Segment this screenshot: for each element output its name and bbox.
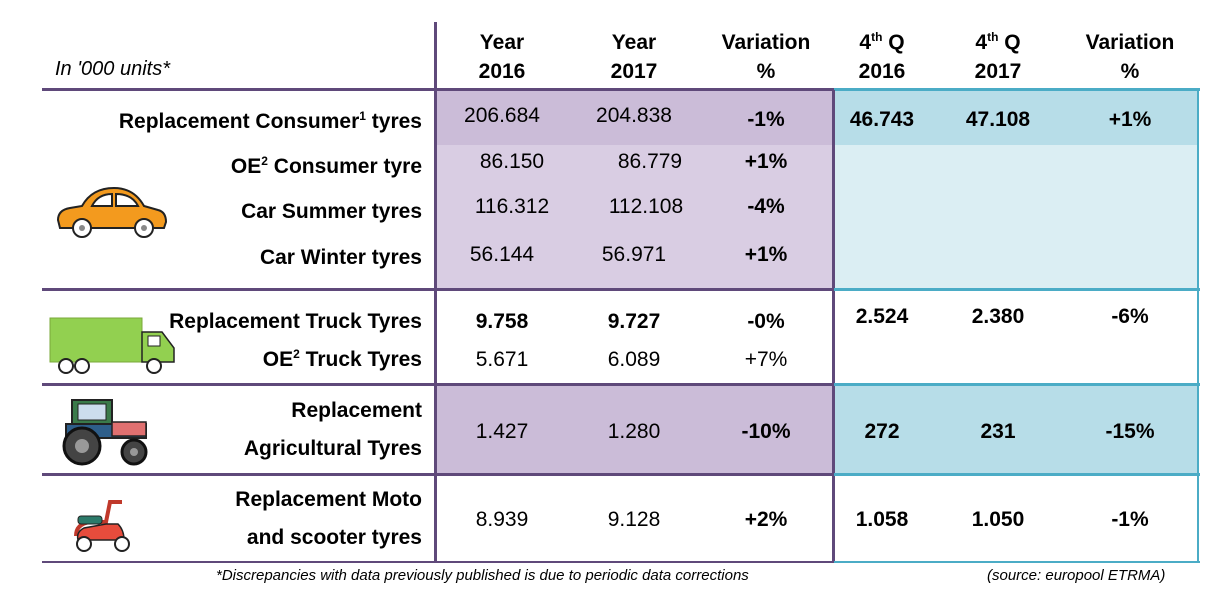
rule-top-q (834, 88, 1200, 91)
agri-bg-quarter (834, 386, 1198, 474)
rule-bottom-q (834, 561, 1200, 563)
cell-repl-truck-var: -0% (747, 310, 785, 333)
consumer-row1-bg-year (436, 90, 834, 145)
cell-repl-truck-2017: 9.727 (607, 310, 661, 333)
cell-oe-consumer-var: +1% (744, 150, 788, 173)
cell-car-summer-2016: 116.312 (474, 195, 550, 218)
header-variation-quarter: Variation% (1085, 31, 1175, 83)
cell-agri-q2016: 272 (864, 420, 900, 443)
label-moto-line2: and scooter tyres (246, 526, 422, 549)
label-agri-line2: Agricultural Tyres (243, 437, 422, 460)
cell-oe-truck-2017: 6.089 (607, 348, 661, 371)
cell-car-winter-var: +1% (744, 243, 788, 266)
cell-agri-var: -10% (741, 420, 791, 443)
source-note: (source: europool ETRMA) (987, 567, 1166, 584)
cell-repl-truck-qvar: -6% (1111, 305, 1149, 328)
scooter-icon (74, 500, 130, 552)
cell-oe-truck-2016: 5.671 (475, 348, 529, 371)
truck-icon (49, 317, 175, 374)
label-agri-line1: Replacement (291, 399, 422, 422)
cell-repl-truck-q2016: 2.524 (855, 305, 909, 328)
label-oe-truck: OE2 Truck Tyres (262, 347, 422, 371)
header-variation-year: Variation% (721, 31, 811, 83)
label-moto-line1: Replacement Moto (235, 488, 422, 511)
cell-repl-consumer-var: -1% (747, 108, 785, 131)
rule-truck (42, 383, 836, 386)
cell-car-summer-2017: 112.108 (608, 195, 684, 218)
rule-agri-q (834, 473, 1200, 476)
cell-repl-consumer-q2017: 47.108 (965, 108, 1031, 131)
cell-oe-consumer-2017: 86.779 (617, 150, 683, 173)
header-q4-2017: 4th Q 2017 (974, 30, 1022, 83)
label-replacement-consumer: Replacement Consumer1 tyres (118, 109, 422, 133)
cell-oe-consumer-2016: 86.150 (479, 150, 545, 173)
cell-moto-var: +2% (744, 508, 788, 531)
agri-bg-year (436, 386, 834, 474)
header-year-2016: Year 2016 (478, 31, 526, 83)
tractor-icon (62, 399, 148, 466)
year-divider-2 (832, 90, 835, 562)
rule-consumer-q (834, 288, 1200, 291)
cell-moto-q2017: 1.050 (971, 508, 1025, 531)
cell-car-winter-2016: 56.144 (469, 243, 535, 266)
cell-moto-qvar: -1% (1111, 508, 1149, 531)
rule-bottom (42, 561, 836, 563)
cell-moto-2016: 8.939 (475, 508, 529, 531)
cell-repl-consumer-2017: 204.838 (596, 104, 672, 127)
label-oe-consumer: OE2 Consumer tyre (230, 154, 422, 178)
cell-agri-q2017: 231 (980, 420, 1016, 443)
cell-agri-qvar: -15% (1105, 420, 1155, 443)
cell-car-winter-2017: 56.971 (601, 243, 667, 266)
cell-repl-consumer-q2016: 46.743 (849, 108, 915, 131)
cell-moto-2017: 9.128 (607, 508, 661, 531)
rule-truck-q (834, 383, 1200, 386)
consumer-row1-bg-quarter (834, 90, 1198, 145)
cell-agri-2017: 1.280 (607, 420, 661, 443)
cell-oe-truck-var: +7% (744, 348, 788, 371)
rule-agri (42, 473, 836, 476)
footnote: *Discrepancies with data previously publ… (216, 567, 749, 584)
rule-top (42, 88, 836, 91)
quarter-right-border (1197, 90, 1199, 562)
header-divider (434, 22, 437, 88)
cell-moto-q2016: 1.058 (855, 508, 909, 531)
header-year-2017: Year 2017 (610, 31, 658, 83)
cell-repl-truck-2016: 9.758 (475, 310, 529, 333)
cell-repl-consumer-2016: 206.684 (464, 104, 540, 127)
consumer-bg-quarter (834, 145, 1198, 288)
units-label: In '000 units* (55, 58, 171, 80)
label-car-summer: Car Summer tyres (241, 200, 422, 223)
label-replacement-truck: Replacement Truck Tyres (169, 310, 422, 333)
label-car-winter: Car Winter tyres (259, 246, 422, 269)
rule-consumer (42, 288, 836, 291)
cell-car-summer-var: -4% (747, 195, 785, 218)
cell-agri-2016: 1.427 (475, 420, 529, 443)
car-icon (56, 186, 168, 238)
cell-repl-truck-q2017: 2.380 (971, 305, 1025, 328)
cell-repl-consumer-qvar: +1% (1108, 108, 1152, 131)
header-q4-2016: 4th Q 2016 (858, 30, 906, 83)
year-divider-1 (434, 90, 437, 562)
